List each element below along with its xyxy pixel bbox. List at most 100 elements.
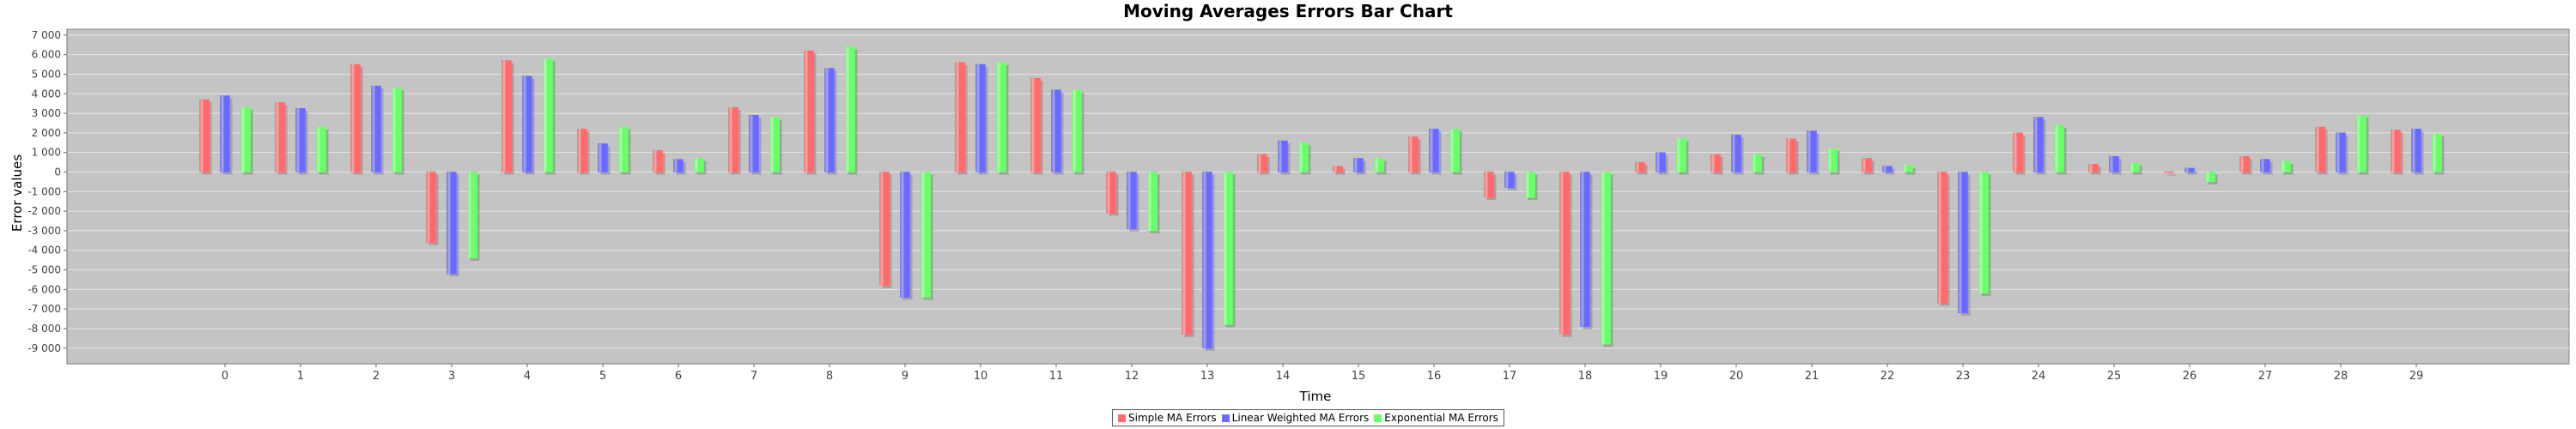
bar bbox=[1580, 172, 1590, 327]
bar-highlight bbox=[729, 107, 732, 172]
y-tick-label: 4 000 bbox=[32, 88, 61, 100]
bar-highlight bbox=[1450, 129, 1454, 172]
bar-highlight bbox=[1052, 89, 1055, 172]
bar-highlight bbox=[317, 127, 320, 172]
x-tick-label: 25 bbox=[2107, 370, 2122, 383]
bar bbox=[824, 68, 835, 172]
bar-shadow bbox=[2166, 174, 2177, 176]
bar bbox=[1786, 138, 1796, 172]
bar-highlight bbox=[1299, 142, 1303, 172]
bar bbox=[220, 95, 230, 172]
bar-highlight bbox=[2412, 129, 2415, 172]
bar-highlight bbox=[1979, 172, 1983, 293]
bar bbox=[1030, 77, 1041, 172]
bar bbox=[2260, 159, 2270, 172]
bar-highlight bbox=[1581, 172, 1584, 327]
bar-highlight bbox=[1354, 158, 1358, 172]
bar bbox=[1298, 142, 1309, 172]
x-tick-label: 9 bbox=[902, 370, 908, 383]
y-tick-label: 7 000 bbox=[32, 29, 61, 41]
bar bbox=[2013, 132, 2023, 172]
bar bbox=[1862, 158, 1872, 172]
bar-highlight bbox=[1904, 165, 1907, 172]
y-tick-label: 0 bbox=[54, 166, 61, 178]
bar bbox=[1051, 89, 1061, 172]
bar-highlight bbox=[351, 64, 355, 172]
x-tick-label: 23 bbox=[1956, 370, 1971, 383]
bar-highlight bbox=[674, 159, 677, 172]
x-tick-label: 11 bbox=[1049, 370, 1064, 383]
bar-highlight bbox=[1127, 172, 1131, 229]
x-tick-label: 3 bbox=[448, 370, 455, 383]
x-tick-label: 28 bbox=[2334, 370, 2348, 383]
bar-highlight bbox=[1959, 172, 1962, 313]
bar bbox=[1223, 172, 1233, 325]
bar-highlight bbox=[2206, 172, 2209, 182]
bar bbox=[1484, 172, 1494, 198]
bar-highlight bbox=[805, 51, 808, 172]
legend-label: Simple MA Errors bbox=[1128, 412, 1217, 424]
bar-highlight bbox=[997, 62, 1000, 172]
bar-highlight bbox=[2357, 115, 2360, 172]
bar-highlight bbox=[296, 108, 300, 172]
bar bbox=[1147, 172, 1157, 232]
legend: Simple MA Errors Linear Weighted MA Erro… bbox=[1112, 409, 1504, 426]
bar-highlight bbox=[447, 172, 451, 275]
x-tick-label: 18 bbox=[1578, 370, 1593, 383]
bar bbox=[447, 172, 457, 275]
bar-highlight bbox=[1560, 172, 1564, 335]
x-tick-label: 2 bbox=[373, 370, 380, 383]
legend-label: Exponential MA Errors bbox=[1384, 412, 1498, 424]
bar bbox=[694, 158, 704, 172]
bar bbox=[2411, 129, 2421, 172]
bar bbox=[1710, 154, 1721, 172]
x-tick-label: 13 bbox=[1200, 370, 1215, 383]
bar bbox=[2205, 172, 2215, 183]
bar-highlight bbox=[825, 68, 829, 172]
y-tick-label: 6 000 bbox=[32, 49, 61, 61]
bar bbox=[522, 76, 532, 172]
bar-highlight bbox=[695, 158, 698, 172]
bar bbox=[2432, 133, 2442, 172]
y-tick-label: -1 000 bbox=[27, 185, 61, 197]
bar-highlight bbox=[241, 107, 245, 172]
bar-highlight bbox=[221, 95, 224, 172]
bar bbox=[996, 62, 1006, 172]
bar-highlight bbox=[1807, 130, 1811, 172]
bar bbox=[2129, 162, 2140, 172]
bar-highlight bbox=[1862, 158, 1866, 172]
bar bbox=[1559, 172, 1570, 335]
bar-highlight bbox=[2281, 160, 2285, 172]
x-tick-label: 24 bbox=[2032, 370, 2046, 383]
bar-highlight bbox=[1148, 172, 1151, 231]
bar-highlight bbox=[846, 46, 849, 172]
bar bbox=[769, 117, 780, 172]
y-tick-label: -4 000 bbox=[27, 245, 61, 257]
legend-item-simple-ma: Simple MA Errors bbox=[1118, 412, 1217, 424]
plot-area bbox=[66, 28, 2570, 365]
bar-highlight bbox=[1828, 148, 1832, 172]
bar-highlight bbox=[578, 129, 581, 172]
x-tick-label: 21 bbox=[1805, 370, 1820, 383]
bar bbox=[1601, 172, 1611, 345]
bar bbox=[1072, 89, 1082, 172]
bar-highlight bbox=[2336, 132, 2340, 172]
bar bbox=[1333, 166, 1343, 172]
bar bbox=[1827, 148, 1838, 172]
bar bbox=[598, 143, 608, 172]
x-tick-label: 7 bbox=[750, 370, 757, 383]
bar-highlight bbox=[1224, 172, 1227, 325]
bar bbox=[2239, 155, 2250, 172]
bar-highlight bbox=[1072, 89, 1076, 172]
bar-highlight bbox=[921, 172, 925, 298]
bar-highlight bbox=[1182, 172, 1186, 335]
x-tick-label: 8 bbox=[826, 370, 833, 383]
bar-highlight bbox=[1485, 172, 1488, 198]
bar-highlight bbox=[880, 172, 884, 286]
bar-highlight bbox=[1711, 154, 1715, 172]
bar-highlight bbox=[1601, 172, 1605, 345]
bar bbox=[467, 172, 477, 259]
bar bbox=[2336, 132, 2346, 172]
bar-highlight bbox=[2185, 167, 2189, 172]
bar-highlight bbox=[653, 150, 657, 172]
